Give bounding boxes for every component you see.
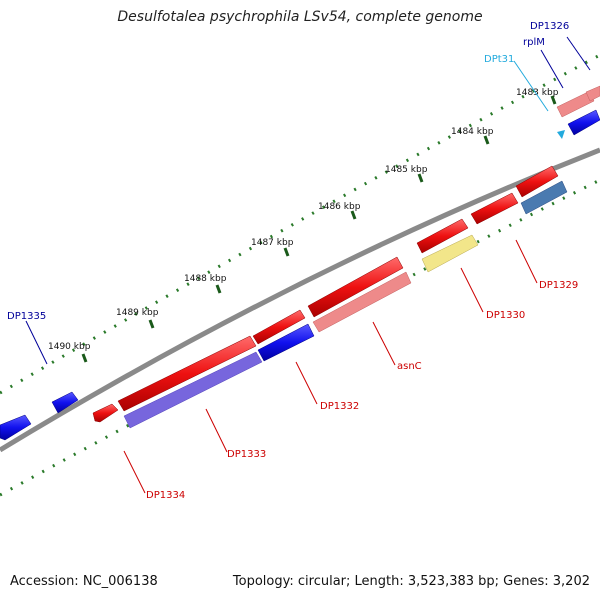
gene-DP1333-shape[interactable] xyxy=(117,335,257,412)
gene-label-asnC: asnC xyxy=(397,361,422,372)
gene-label-DP1334: DP1334 xyxy=(146,490,185,501)
gene-label-DP1333: DP1333 xyxy=(227,449,266,460)
trna-DPt31-marker[interactable] xyxy=(557,130,565,139)
gene-label-DPt31: DPt31 xyxy=(484,54,514,65)
gene-label-rplM: rplM xyxy=(523,37,545,48)
map-title: Desulfotalea psychrophila LSv54, complet… xyxy=(117,9,483,25)
tick-label-1490: 1490 kbp xyxy=(48,342,91,352)
gene-label-DP1332: DP1332 xyxy=(320,401,359,412)
gene-rplM-shape[interactable] xyxy=(556,85,600,118)
tick-marks xyxy=(81,95,557,363)
gene-asnC-shape[interactable] xyxy=(307,256,404,318)
tick-label-1483: 1483 kbp xyxy=(516,88,559,98)
gene-label-DP1330: DP1330 xyxy=(486,310,525,321)
gene-DP1334-shape[interactable] xyxy=(92,403,119,423)
tick-label-1487: 1487 kbp xyxy=(251,238,294,248)
tick-label-1489: 1489 kbp xyxy=(116,308,159,318)
gene-asnC-lower xyxy=(312,271,412,333)
tick-label-1485: 1485 kbp xyxy=(385,165,428,175)
gene-label-DP1329: DP1329 xyxy=(539,280,578,291)
topology-text: Topology: circular; Length: 3,523,383 bp… xyxy=(232,574,590,589)
gene-DP1330-lower xyxy=(421,234,479,273)
gene-DP1326-shape[interactable] xyxy=(567,109,600,136)
tick-label-1488: 1488 kbp xyxy=(184,274,227,284)
leader-lines xyxy=(25,36,591,494)
gene-DP1329-shape[interactable] xyxy=(470,165,559,225)
gene-DP1335-shape[interactable] xyxy=(0,391,79,441)
gene-DP1332-lower xyxy=(257,323,315,362)
gene-DP1332-shape[interactable] xyxy=(252,309,306,345)
gene-DP1333-lower xyxy=(123,351,263,429)
gene-DP1329-lower xyxy=(520,180,568,215)
gene-DP1330-shape[interactable] xyxy=(416,218,469,254)
accession-text: Accession: NC_006138 xyxy=(10,574,158,589)
tick-label-1484: 1484 kbp xyxy=(451,127,494,137)
tick-label-1486: 1486 kbp xyxy=(318,202,361,212)
gene-label-DP1335: DP1335 xyxy=(7,311,46,322)
genome-backbone xyxy=(0,147,600,453)
gene-label-DP1326: DP1326 xyxy=(530,21,569,32)
